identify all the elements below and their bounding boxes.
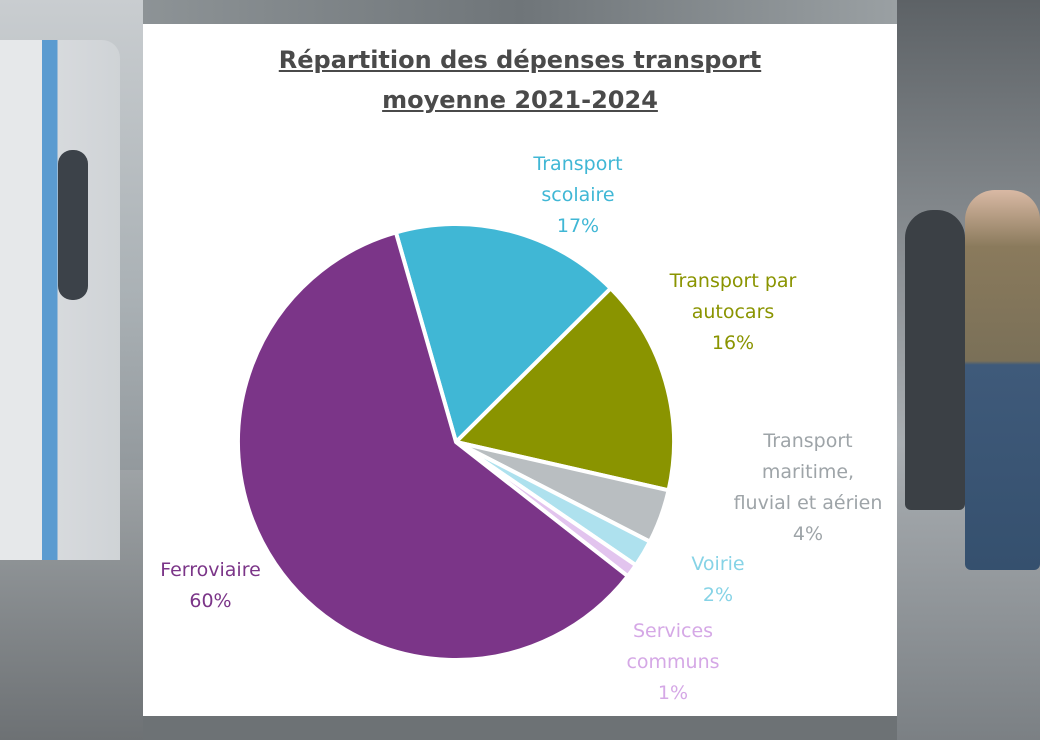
slice-label-line: communs	[626, 651, 720, 673]
slice-label-line: Ferroviaire	[160, 559, 261, 581]
pie-slice	[393, 222, 613, 444]
background-passenger	[965, 190, 1040, 570]
slice-label-transport-scolaire: Transport scolaire 17%	[503, 149, 653, 242]
slice-label-transport-maritime: Transport maritime, fluvial et aérien 4%	[708, 426, 908, 550]
slice-label-line: maritime,	[761, 461, 855, 483]
slice-label-line: Voirie	[691, 553, 745, 575]
chart-title: Répartition des dépenses transport moyen…	[143, 40, 897, 120]
slice-value-label: 2%	[702, 584, 734, 606]
slice-label-voirie: Voirie 2%	[668, 549, 768, 611]
slice-label-line: autocars	[691, 301, 775, 323]
slice-label-line: Transport	[763, 430, 853, 452]
slice-value-label: 1%	[657, 682, 689, 704]
pie-slice	[236, 230, 630, 662]
chart-panel: Répartition des dépenses transport moyen…	[143, 24, 897, 716]
slice-label-line: Transport par	[669, 270, 797, 292]
slice-label-line: Transport	[533, 153, 623, 175]
slice-label-ferroviaire: Ferroviaire 60%	[148, 555, 273, 617]
chart-title-line: Répartition des dépenses transport	[278, 46, 762, 74]
background-top	[143, 0, 897, 24]
pie-chart	[236, 222, 676, 662]
slice-label-transport-autocars: Transport par autocars 16%	[648, 266, 818, 359]
slice-value-label: 17%	[556, 215, 600, 237]
slice-value-label: 4%	[792, 523, 824, 545]
slice-value-label: 60%	[189, 590, 232, 612]
background-train	[0, 40, 120, 560]
slice-label-services-communs: Services communs 1%	[608, 616, 738, 709]
pie-slice	[454, 286, 676, 493]
background-passenger	[905, 210, 965, 510]
slice-label-line: scolaire	[541, 184, 615, 206]
chart-title-line: moyenne 2021-2024	[382, 86, 658, 114]
background-train-window	[58, 150, 88, 300]
slice-label-line: Services	[632, 620, 714, 642]
slice-value-label: 16%	[711, 332, 755, 354]
background-bottom	[143, 716, 897, 740]
slice-label-line: fluvial et aérien	[733, 492, 883, 514]
